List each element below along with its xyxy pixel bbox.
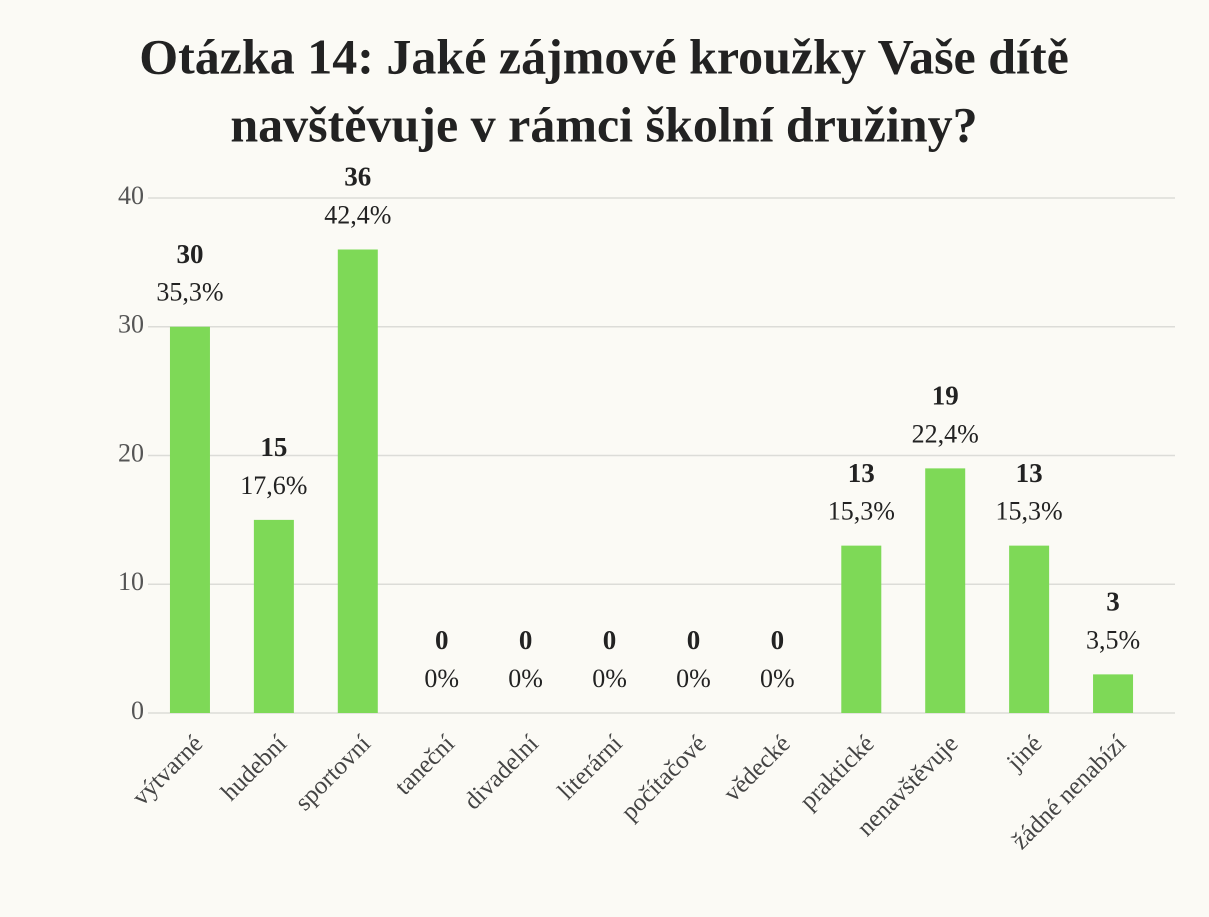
y-tick-label: 20 (118, 438, 144, 467)
share-label: 3,5% (1086, 625, 1140, 654)
data-label: 0 (519, 625, 533, 655)
share-label: 0% (592, 664, 627, 693)
bar (1009, 545, 1050, 713)
bar (1093, 674, 1134, 713)
data-label: 13 (848, 458, 875, 488)
share-label: 0% (508, 664, 543, 693)
data-label: 36 (344, 162, 371, 192)
chart-title: Otázka 14: Jaké zájmové kroužky Vaše dít… (139, 28, 1069, 84)
share-label: 0% (760, 664, 795, 693)
share-label: 22,4% (912, 419, 979, 448)
data-label: 30 (176, 239, 203, 269)
data-label: 0 (771, 625, 785, 655)
y-tick-label: 30 (118, 310, 144, 339)
bar (169, 326, 210, 713)
bar (337, 249, 378, 713)
data-label: 0 (687, 625, 701, 655)
share-label: 15,3% (996, 497, 1063, 526)
bar (841, 545, 882, 713)
bar (925, 468, 966, 713)
data-label: 13 (1016, 458, 1043, 488)
share-label: 15,3% (828, 497, 895, 526)
share-label: 42,4% (324, 200, 391, 229)
data-label: 15 (260, 432, 287, 462)
share-label: 35,3% (156, 278, 223, 307)
chart-title: navštěvuje v rámci školní družiny? (230, 96, 977, 152)
data-label: 0 (603, 625, 617, 655)
share-label: 0% (676, 664, 711, 693)
y-tick-label: 0 (131, 696, 144, 725)
data-label: 19 (932, 381, 959, 411)
bar (253, 519, 294, 713)
data-label: 3 (1106, 587, 1120, 617)
y-tick-label: 40 (118, 181, 144, 210)
y-tick-label: 10 (118, 567, 144, 596)
share-label: 0% (424, 664, 459, 693)
data-label: 0 (435, 625, 449, 655)
share-label: 17,6% (240, 471, 307, 500)
